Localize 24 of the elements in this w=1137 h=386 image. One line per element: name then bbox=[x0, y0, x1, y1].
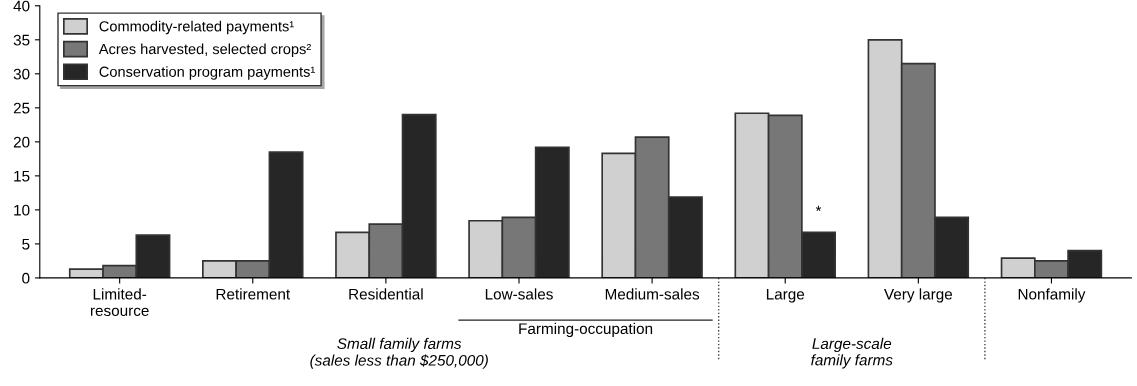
text: Farming-occupation bbox=[519, 322, 653, 338]
y-tick-label: 15 bbox=[14, 170, 30, 182]
y-tick-label: 35 bbox=[13, 34, 30, 46]
x-tick-label: Medium-sales bbox=[605, 288, 700, 300]
text: Large-scale family farms bbox=[811, 337, 893, 369]
text: Small family farms (sales less than $250,000) bbox=[310, 337, 488, 369]
legend-label: Acres harvested, selected crops² bbox=[98, 43, 311, 58]
x-tick-label: Low-sales bbox=[485, 288, 553, 300]
x-tick-label: Limited- resource bbox=[90, 288, 149, 317]
y-tick-label: 10 bbox=[14, 204, 30, 216]
y-tick-label: 5 bbox=[22, 238, 30, 250]
x-tick-label: Nonfamily bbox=[1018, 288, 1086, 303]
y-tick-label: 0 bbox=[22, 272, 30, 284]
x-tick-label: Very large bbox=[884, 288, 953, 303]
x-tick-label: Residential bbox=[349, 288, 423, 300]
y-tick-label: 20 bbox=[13, 136, 30, 148]
legend-label: Commodity-related payments¹ bbox=[99, 20, 294, 35]
y-tick-label: 30 bbox=[13, 68, 30, 80]
annotation: * bbox=[815, 205, 822, 212]
y-tick-label: 25 bbox=[13, 102, 30, 114]
y-tick-label: 40 bbox=[13, 0, 30, 12]
x-tick-label: Large bbox=[766, 288, 805, 303]
x-tick-label: Retirement bbox=[216, 288, 291, 300]
legend-label: Conservation program payments¹ bbox=[99, 66, 315, 80]
